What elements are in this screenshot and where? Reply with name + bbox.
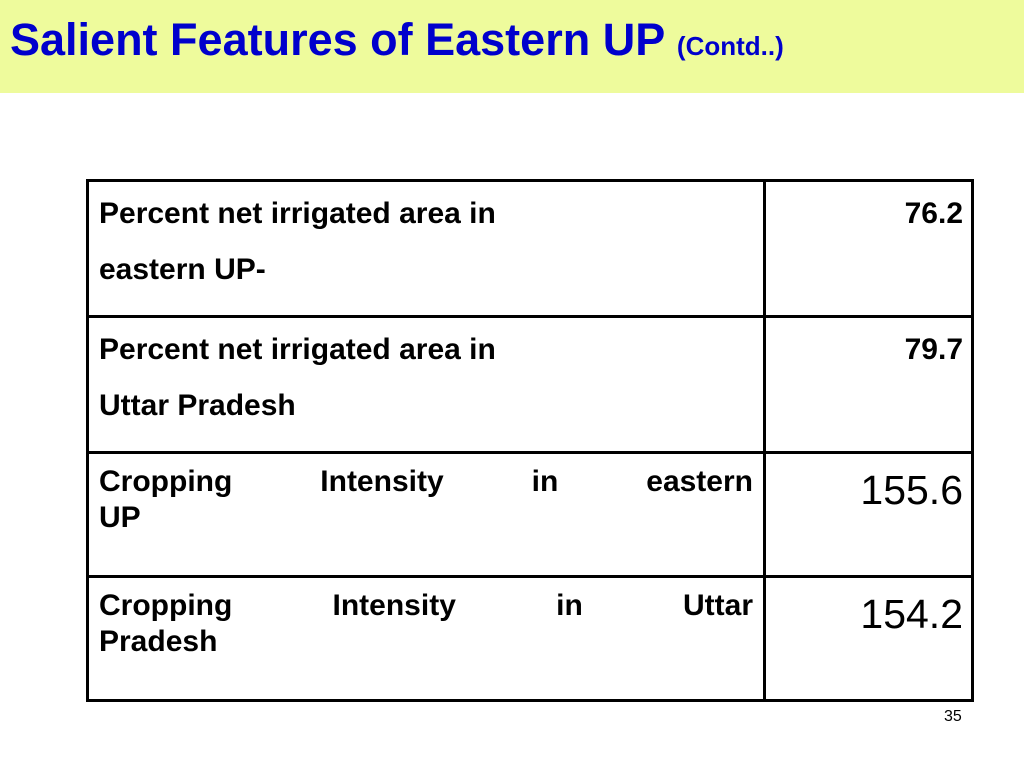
cell: Percent net irrigated area in eastern UP- [86, 179, 766, 318]
cell-value: 76.2 [763, 179, 974, 318]
cell-text: UP [99, 501, 141, 534]
subtitle: (Contd..) [676, 31, 784, 61]
cell-value: 154.2 [763, 575, 974, 702]
cell-value: 155.6 [763, 451, 974, 578]
cell: Cropping Intensity in Uttar Pradesh [86, 575, 766, 702]
cell-text: Percent net irrigated area in [99, 197, 496, 230]
cell-text: Pradesh [99, 625, 218, 658]
row: Percent net irrigated area in Uttar Prade… [86, 315, 974, 454]
cell-text: Cropping Intensity in eastern [99, 465, 753, 498]
cell-value: 79.7 [763, 315, 974, 454]
cell-text: Cropping Intensity in Uttar [99, 589, 753, 622]
page-number: 35 [944, 708, 962, 725]
header-band [0, 0, 1024, 93]
row: Percent net irrigated area in eastern UP-… [86, 179, 974, 318]
cell: Cropping Intensity in eastern UP [86, 451, 766, 578]
cell: Percent net irrigated area in Uttar Prade… [86, 315, 766, 454]
title: Salient Features of Eastern UP [10, 14, 665, 65]
table: Percent net irrigated area in eastern UP-… [86, 179, 974, 702]
cell-text: eastern UP- [99, 253, 266, 286]
row: Cropping Intensity in Uttar Pradesh 154.2 [86, 575, 974, 702]
cell-text: Percent net irrigated area in [99, 333, 496, 366]
row: Cropping Intensity in eastern UP 155.6 [86, 451, 974, 578]
header: Salient Features of Eastern UP (Contd..) [10, 14, 784, 66]
cell-text: Uttar Pradesh [99, 389, 296, 422]
